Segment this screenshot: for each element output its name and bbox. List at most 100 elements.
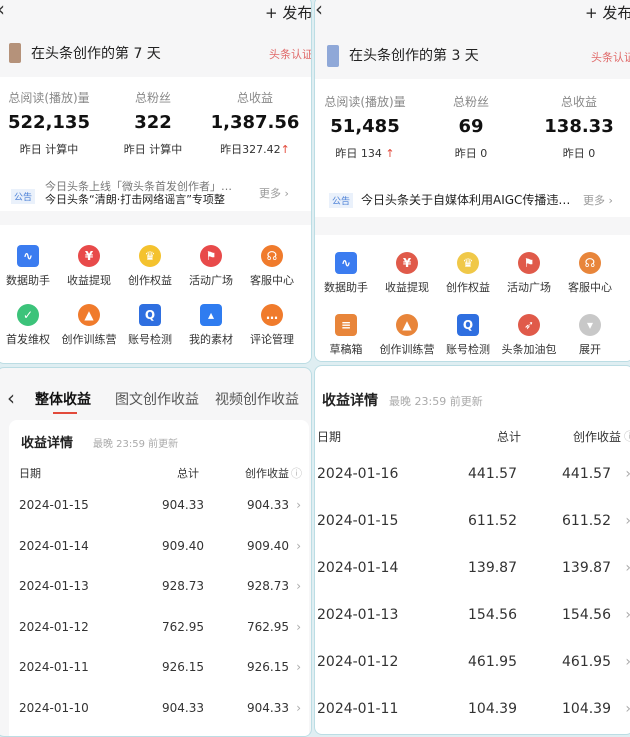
tool-shield[interactable]: ✓ 首发维权 <box>0 304 59 347</box>
tool-crown[interactable]: ♛ 创作权益 <box>119 245 181 288</box>
tool-label: 展开 <box>579 343 601 356</box>
tool-search-shield[interactable]: Q 账号检测 <box>119 304 181 347</box>
row-creation: 461.95 <box>562 654 611 670</box>
headset-icon: ☊ <box>261 245 283 267</box>
more-link[interactable]: 更多 › <box>583 194 613 207</box>
tool-crown[interactable]: ♛ 创作权益 <box>437 252 499 295</box>
row-total: 154.56 <box>468 607 517 623</box>
expand-icon: ▾ <box>579 314 601 336</box>
chevron-right-icon: › <box>625 466 630 482</box>
stat-value: 69 <box>458 116 484 137</box>
stat-fans[interactable]: 总粉丝 69 昨日 0 <box>421 93 521 161</box>
cert-link[interactable]: 头条认证 <box>269 48 312 61</box>
active-tab-indicator <box>53 412 77 414</box>
tool-yuan[interactable]: ¥ 收益提现 <box>376 252 438 295</box>
chart-icon: ∿ <box>335 252 357 274</box>
tool-label: 我的素材 <box>189 333 233 346</box>
earnings-card: 收益详情 最晚 23:59 前更新 日期 总计 创作收益 ⓘ 2024-01-1… <box>9 420 309 736</box>
row-creation: 154.56 <box>562 607 611 623</box>
stat-fans[interactable]: 总粉丝 322 昨日 计算中 <box>103 89 203 157</box>
tool-label: 草稿箱 <box>329 343 363 356</box>
cert-link[interactable]: 头条认证 <box>591 51 630 64</box>
table-row[interactable]: 2024-01-11 104.39 104.39 › <box>315 701 630 721</box>
row-creation: 904.33 <box>247 700 289 715</box>
stat-yesterday: 昨日 计算中 <box>123 143 183 156</box>
tool-chart[interactable]: ∿ 数据助手 <box>0 245 59 288</box>
chevron-right-icon: › <box>296 700 301 715</box>
info-icon[interactable]: ⓘ <box>291 467 302 480</box>
stat-reads[interactable]: 总阅读(播放)量 522,135 昨日 计算中 <box>0 89 99 157</box>
chevron-right-icon: › <box>625 560 630 576</box>
stat-reads[interactable]: 总阅读(播放)量 51,485 昨日 134 ↑ <box>315 93 415 161</box>
table-row[interactable]: 2024-01-13 154.56 154.56 › <box>315 607 630 627</box>
stat-yesterday: 昨日327.42↑ <box>220 143 290 156</box>
stat-yesterday: 昨日 计算中 <box>19 143 79 156</box>
chevron-right-icon: › <box>625 513 630 529</box>
tool-draft[interactable]: ≡ 草稿箱 <box>315 314 377 357</box>
column-creation: 创作收益 <box>573 430 622 444</box>
right-earnings-panel: 收益详情 最晚 23:59 前更新 日期 总计 创作收益 ⓘ 2024-01-1… <box>314 365 630 735</box>
notice-tag: 公告 <box>11 189 36 204</box>
table-row[interactable]: 2024-01-14 139.87 139.87 › <box>315 560 630 580</box>
tool-comment[interactable]: … 评论管理 <box>241 304 303 347</box>
publish-button[interactable]: + 发布 <box>265 4 312 22</box>
table-row[interactable]: 2024-01-15 904.33 904.33 › <box>9 498 309 518</box>
tool-graduation-cap[interactable]: ▲ 创作训练营 <box>58 304 120 347</box>
info-icon[interactable]: ⓘ <box>624 428 630 444</box>
tool-expand[interactable]: ▾ 展开 <box>559 314 621 357</box>
tab-2[interactable]: 视频创作收益 <box>215 392 299 408</box>
column-total: 总计 <box>497 430 522 444</box>
tool-image[interactable]: ▴ 我的素材 <box>180 304 242 347</box>
more-link[interactable]: 更多 › <box>259 187 289 200</box>
publish-button[interactable]: + 发布 <box>585 4 630 22</box>
stat-label: 总阅读(播放)量 <box>8 91 90 105</box>
headset-icon: ☊ <box>579 252 601 274</box>
table-row[interactable]: 2024-01-12 461.95 461.95 › <box>315 654 630 674</box>
tool-label: 创作权益 <box>128 274 172 287</box>
column-total: 总计 <box>177 467 199 480</box>
stat-value: 51,485 <box>330 116 400 137</box>
tool-headset[interactable]: ☊ 客服中心 <box>241 245 303 288</box>
back-icon[interactable]: ‹ <box>0 0 5 21</box>
row-total: 928.73 <box>162 579 204 593</box>
table-row[interactable]: 2024-01-15 611.52 611.52 › <box>315 513 630 533</box>
tool-yuan[interactable]: ¥ 收益提现 <box>58 245 120 288</box>
back-icon[interactable]: ‹ <box>7 386 15 410</box>
notice-text[interactable]: 今日头条关于自媒体利用AIGC传播违… <box>361 193 571 207</box>
table-row[interactable]: 2024-01-14 909.40 909.40 › <box>9 539 309 559</box>
table-row[interactable]: 2024-01-10 904.33 904.33 › <box>9 701 309 721</box>
row-total: 139.87 <box>468 560 517 576</box>
tab-0[interactable]: 整体收益 <box>35 392 91 408</box>
stat-earnings[interactable]: 总收益 138.33 昨日 0 <box>529 93 629 161</box>
row-date: 2024-01-11 <box>19 660 89 674</box>
tool-graduation-cap[interactable]: ▲ 创作训练营 <box>376 314 438 357</box>
table-row[interactable]: 2024-01-12 762.95 762.95 › <box>9 620 309 640</box>
stat-label: 总阅读(播放)量 <box>324 95 406 109</box>
row-total: 904.33 <box>162 700 204 715</box>
tool-rocket[interactable]: ➶ 头条加油包 <box>498 314 560 357</box>
tool-flag[interactable]: ⚑ 活动广场 <box>498 252 560 295</box>
row-date: 2024-01-13 <box>19 579 89 593</box>
tool-flag[interactable]: ⚑ 活动广场 <box>180 245 242 288</box>
tab-1[interactable]: 图文创作收益 <box>115 392 199 408</box>
image-icon: ▴ <box>200 304 222 326</box>
stat-earnings[interactable]: 总收益 1,387.56 昨日327.42↑ <box>205 89 305 157</box>
row-creation: 904.33 <box>247 498 289 512</box>
stats-section: 总阅读(播放)量 522,135 昨日 计算中 总粉丝 322 昨日 计算中 总收益 1,… <box>0 77 311 211</box>
table-row[interactable]: 2024-01-16 441.57 441.57 › <box>315 466 630 486</box>
notice-text-2[interactable]: 今日头条“清朗·打击网络谣言”专项整 <box>45 193 225 206</box>
row-creation: 139.87 <box>562 560 611 576</box>
back-icon[interactable]: ‹ <box>315 0 323 21</box>
table-row[interactable]: 2024-01-13 928.73 928.73 › <box>9 579 309 599</box>
tool-headset[interactable]: ☊ 客服中心 <box>559 252 621 295</box>
trend-up-icon: ↑ <box>385 147 395 160</box>
row-date: 2024-01-16 <box>317 466 399 482</box>
row-date: 2024-01-10 <box>19 700 89 715</box>
row-creation: 928.73 <box>247 579 289 593</box>
column-date: 日期 <box>317 430 342 444</box>
tool-search-shield[interactable]: Q 账号检测 <box>437 314 499 357</box>
stat-value: 322 <box>134 112 172 133</box>
yuan-icon: ¥ <box>78 245 100 267</box>
table-row[interactable]: 2024-01-11 926.15 926.15 › <box>9 660 309 680</box>
tool-chart[interactable]: ∿ 数据助手 <box>315 252 377 295</box>
